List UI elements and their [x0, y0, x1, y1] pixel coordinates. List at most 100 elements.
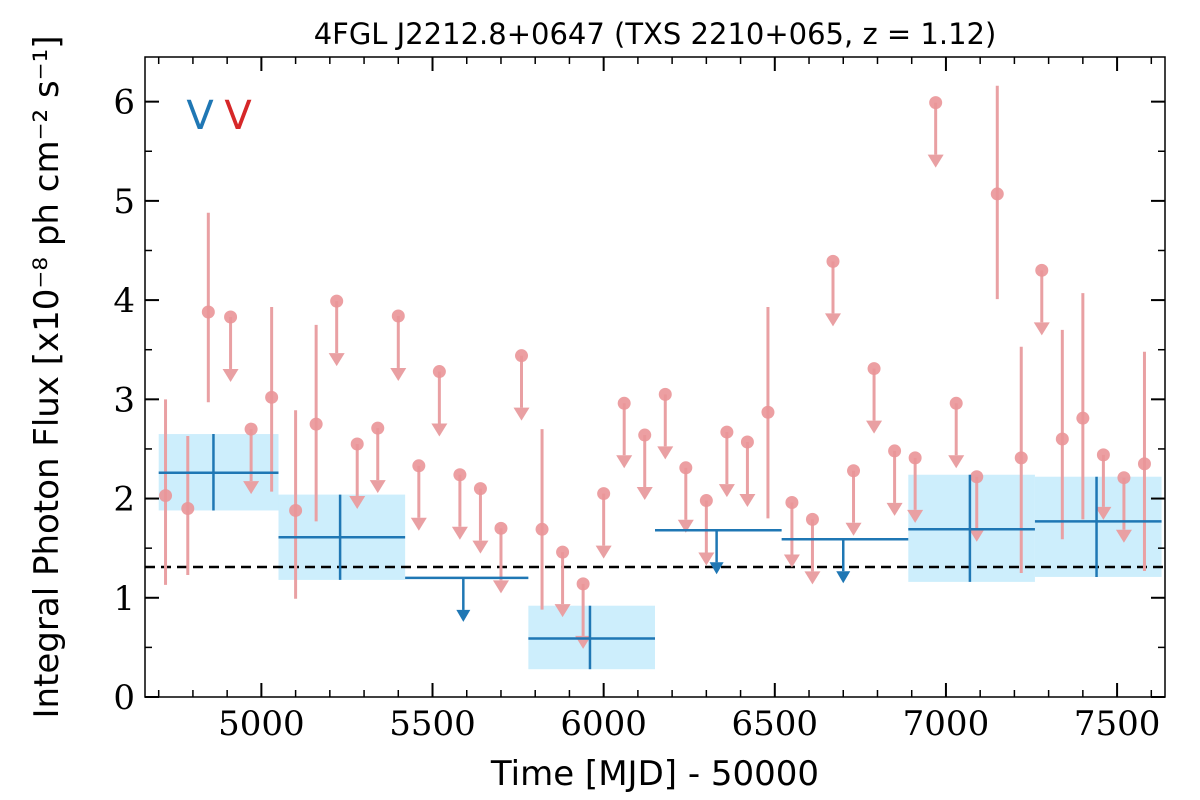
- x-tick-label: 5500: [389, 704, 476, 744]
- y-tick-label: 5: [113, 182, 135, 222]
- short-bin-point: [309, 417, 323, 431]
- short-bin-point: [265, 390, 279, 404]
- short-bin-point: [159, 489, 173, 503]
- short-bin-limit-arrow: [616, 455, 633, 469]
- short-bin-limit-arrow: [845, 522, 862, 536]
- y-tick-label: 4: [113, 281, 135, 321]
- x-tick-label: 6000: [560, 704, 647, 744]
- short-bin-limit-arrow: [886, 502, 903, 516]
- short-bin-limit-arrow: [328, 353, 345, 367]
- short-bin-point: [908, 451, 922, 465]
- short-bin-point: [826, 254, 840, 268]
- short-bin-limit-arrow: [636, 487, 653, 501]
- short-bin-limit-arrow: [410, 517, 427, 531]
- short-bin-limit-arrow: [657, 446, 674, 460]
- long-bin-limit-arrow: [456, 609, 471, 622]
- short-bin-point: [805, 512, 819, 526]
- short-bin-point: [371, 421, 385, 435]
- short-bin-series: [159, 85, 1151, 649]
- x-tick-label: 7000: [903, 704, 990, 744]
- short-bin-point: [847, 464, 861, 478]
- short-bin-point: [929, 96, 943, 110]
- short-bin-limit-arrow: [554, 604, 571, 618]
- short-bin-point: [720, 425, 734, 439]
- short-bin-limit-arrow: [369, 480, 386, 494]
- short-bin-limit-arrow: [492, 580, 509, 594]
- short-bin-point: [970, 470, 984, 484]
- y-tick-label: 3: [113, 380, 135, 420]
- short-bin-point: [1014, 451, 1028, 465]
- short-bin-point: [867, 362, 881, 376]
- short-bin-limit-arrow: [431, 423, 448, 437]
- short-bin-limit-arrow: [866, 420, 883, 434]
- short-bin-limit-arrow: [948, 455, 965, 469]
- short-bin-limit-arrow: [1095, 506, 1112, 520]
- short-bin-point: [453, 468, 467, 482]
- short-bin-limit-arrow: [595, 545, 612, 559]
- short-bin-point: [244, 422, 258, 436]
- short-bin-point: [556, 545, 570, 559]
- legend-entry: V: [186, 93, 214, 139]
- long-bin-series: [158, 434, 1162, 670]
- short-bin-point: [181, 501, 195, 515]
- short-bin-limit-arrow: [783, 554, 800, 568]
- short-bin-limit-arrow: [804, 571, 821, 585]
- y-tick-label: 0: [113, 678, 135, 718]
- long-bin-band: [1034, 476, 1162, 577]
- short-bin-point: [1055, 432, 1069, 446]
- short-bin-point: [350, 437, 364, 451]
- short-bin-point: [1117, 471, 1131, 485]
- short-bin-limit-arrow: [927, 154, 944, 168]
- short-bin-limit-arrow: [243, 481, 260, 495]
- short-bin-point: [949, 396, 963, 410]
- plot-frame: [144, 56, 1166, 698]
- y-tick-label: 6: [113, 83, 135, 123]
- x-tick-label: 7500: [1074, 704, 1161, 744]
- short-bin-point: [679, 461, 693, 475]
- short-bin-point: [330, 294, 344, 308]
- chart-title: 4FGL J2212.8+0647 (TXS 2210+065, z = 1.1…: [314, 17, 997, 51]
- long-bin-limit-arrow: [709, 562, 724, 575]
- short-bin-point: [473, 482, 487, 496]
- short-bin-point: [888, 444, 902, 458]
- short-bin-point: [1035, 263, 1049, 277]
- short-bin-point: [1076, 411, 1090, 425]
- short-bin-limit-arrow: [718, 484, 735, 498]
- axes: 5000 5500 6000 6500 7000 7500 0 1 2 3 4 5 6: [113, 56, 1166, 744]
- x-tick-label: 6500: [732, 704, 819, 744]
- short-bin-point: [1096, 448, 1110, 462]
- short-bin-point: [224, 310, 238, 324]
- short-bin-limit-arrow: [739, 493, 756, 507]
- short-bin-point: [740, 435, 754, 449]
- short-bin-point: [289, 503, 303, 517]
- short-bin-point: [699, 494, 713, 508]
- short-bin-point: [597, 487, 611, 501]
- short-bin-point: [761, 405, 775, 419]
- short-bin-limit-arrow: [222, 368, 239, 382]
- short-bin-point: [576, 577, 590, 591]
- short-bin-limit-arrow: [1033, 322, 1050, 336]
- short-bin-limit-arrow: [451, 526, 468, 540]
- short-bin-point: [412, 459, 426, 473]
- y-tick-label: 1: [113, 579, 135, 619]
- x-tick-label: 5000: [218, 704, 305, 744]
- short-bin-limit-arrow: [472, 540, 489, 554]
- short-bin-point: [391, 309, 405, 323]
- short-bin-limit-arrow: [824, 313, 841, 327]
- long-bin-limit-arrow: [836, 571, 851, 584]
- short-bin-point: [990, 187, 1004, 201]
- short-bin-limit-arrow: [677, 519, 694, 533]
- short-bin-point: [432, 365, 446, 379]
- short-bin-limit-arrow: [390, 367, 407, 381]
- short-bin-point: [638, 428, 652, 442]
- short-bin-point: [785, 496, 799, 510]
- short-bin-point: [535, 522, 549, 536]
- short-bin-point: [201, 305, 215, 319]
- short-bin-point: [658, 387, 672, 401]
- short-bin-point: [1137, 457, 1151, 471]
- legend-entry: V: [224, 93, 252, 139]
- y-axis-label: Integral Photon Flux [x10⁻⁸ ph cm⁻² s⁻¹]: [27, 35, 67, 718]
- short-bin-limit-arrow: [968, 528, 985, 542]
- short-bin-limit-arrow: [698, 552, 715, 566]
